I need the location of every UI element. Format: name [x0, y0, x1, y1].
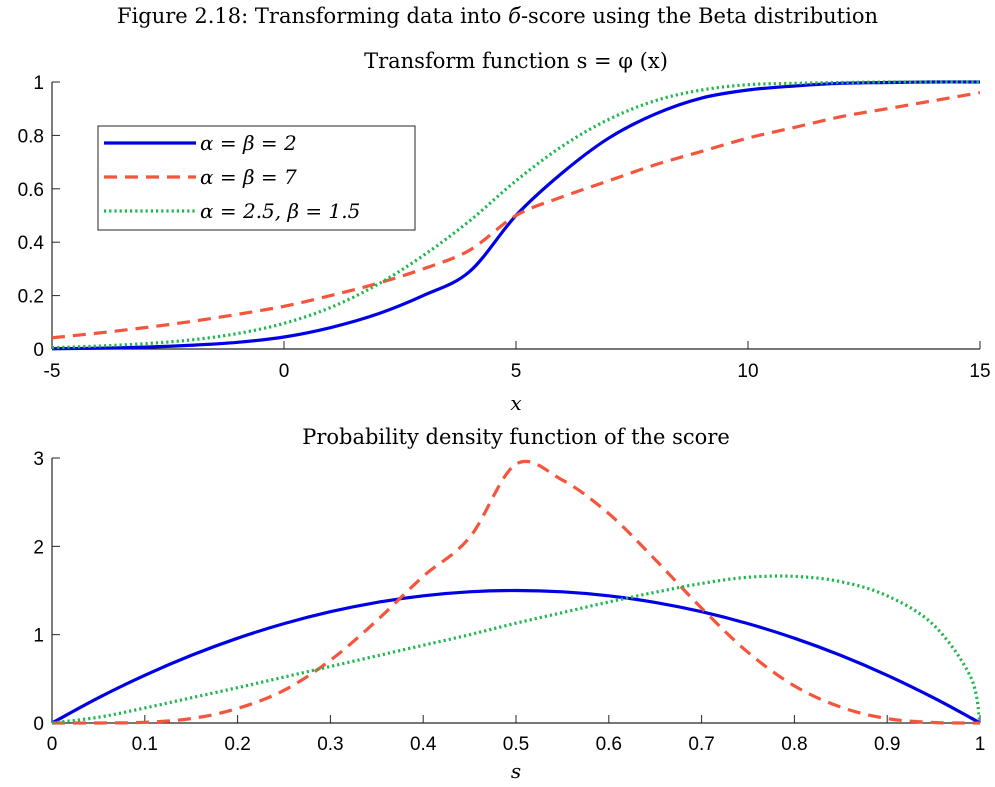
figure-title-suffix: -score using the Beta distribution	[520, 4, 878, 28]
x-tick-label: 0	[47, 734, 58, 755]
x-tick-label: 0.5	[503, 734, 529, 755]
y-tick-label: 0.8	[18, 126, 44, 147]
x-tick-label: 0.8	[781, 734, 807, 755]
x-tick-label: 10	[737, 361, 758, 382]
y-tick-label: 0	[33, 714, 44, 735]
x-tick-label: 0.7	[688, 734, 714, 755]
y-tick-label: 2	[33, 537, 44, 558]
y-tick-label: 3	[33, 449, 44, 470]
legend-label-1: α = β = 2	[200, 131, 297, 155]
series-line-1	[52, 588, 980, 725]
chart-title-2: Probability density function of the scor…	[302, 425, 730, 449]
y-tick-label: 0.4	[18, 233, 45, 254]
x-tick-label: 0.9	[874, 734, 900, 755]
x-tick-label: 1	[975, 734, 986, 755]
chart-panel-1: Transform function s = φ (x)-5 0 5 10 1500.2…	[18, 49, 991, 415]
figure-title-symbol: б	[508, 4, 521, 28]
x-tick-label: 0.3	[317, 734, 343, 755]
chart-title-1: Transform function s = φ (x)	[364, 49, 668, 73]
y-tick-label: 0.2	[18, 287, 44, 308]
y-tick-label: 0.6	[18, 180, 44, 201]
y-tick-label: 0	[33, 340, 44, 361]
x-axis-label-2: s	[511, 759, 521, 783]
y-tick-label: 1	[33, 626, 44, 647]
legend: α = β = 2 α = β = 7 α = 2.5, β = 1.5	[97, 125, 416, 231]
chart-panel-2: Probability density function of the scor…	[33, 425, 985, 783]
x-tick-label: 0.4	[410, 734, 437, 755]
x-tick-label: 0.1	[132, 734, 158, 755]
x-axis-label-1: x	[510, 391, 521, 415]
x-tick-label: 15	[969, 361, 990, 382]
legend-label-3: α = 2.5, β = 1.5	[200, 199, 360, 223]
x-tick-label: -5	[44, 361, 61, 382]
x-tick-label: 0.6	[596, 734, 622, 755]
series-line-2	[52, 459, 980, 725]
figure-title-prefix: Figure 2.18: Transforming data into	[117, 4, 509, 28]
y-tick-label: 1	[33, 73, 44, 94]
x-tick-label: 5	[511, 361, 522, 382]
x-tick-label: 0	[279, 361, 290, 382]
series-line-2	[52, 91, 980, 340]
figure-title: Figure 2.18: Transforming data into б-sc…	[0, 4, 995, 28]
x-tick-label: 0.2	[224, 734, 250, 755]
series-line-3	[52, 574, 980, 725]
series-line-3	[52, 80, 980, 350]
legend-label-2: α = β = 7	[200, 165, 297, 189]
